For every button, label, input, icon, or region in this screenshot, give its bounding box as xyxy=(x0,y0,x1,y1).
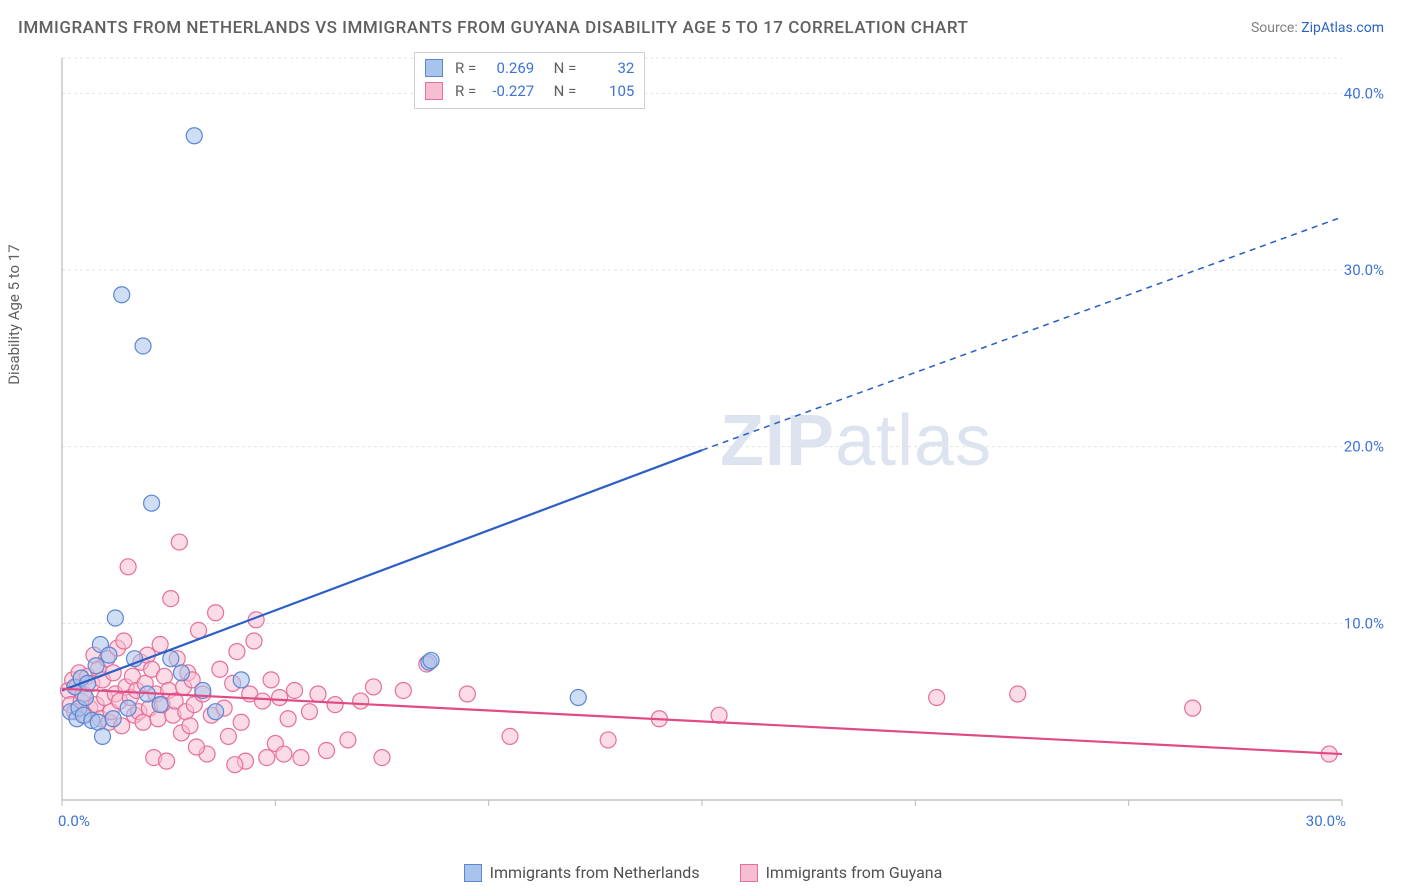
r-label: R = xyxy=(455,57,476,80)
y-axis-label: Disability Age 5 to 17 xyxy=(5,244,23,384)
swatch-guyana xyxy=(425,82,443,100)
svg-text:10.0%: 10.0% xyxy=(1344,614,1384,632)
scatter-plot: 10.0% 20.0% 30.0% 40.0% 0.0% 30.0% xyxy=(52,50,1390,830)
swatch-netherlands xyxy=(425,59,443,77)
stats-row-netherlands: R = 0.269 N = 32 xyxy=(425,57,634,80)
stats-row-guyana: R = -0.227 N = 105 xyxy=(425,80,634,103)
n-value-guyana: 105 xyxy=(584,80,634,103)
correlation-stats-box: R = 0.269 N = 32 R = -0.227 N = 105 xyxy=(414,52,645,109)
svg-text:0.0%: 0.0% xyxy=(58,812,90,830)
legend: Immigrants from Netherlands Immigrants f… xyxy=(0,863,1406,882)
svg-text:30.0%: 30.0% xyxy=(1344,261,1384,279)
svg-text:20.0%: 20.0% xyxy=(1344,438,1384,456)
plot-svg: 10.0% 20.0% 30.0% 40.0% 0.0% 30.0% xyxy=(52,50,1390,830)
legend-label-netherlands: Immigrants from Netherlands xyxy=(490,863,700,882)
legend-item-netherlands: Immigrants from Netherlands xyxy=(464,863,700,882)
r-value-netherlands: 0.269 xyxy=(484,57,534,80)
source-attribution: Source: ZipAtlas.com xyxy=(1251,20,1384,36)
legend-item-guyana: Immigrants from Guyana xyxy=(740,863,943,882)
chart-title: IMMIGRANTS FROM NETHERLANDS VS IMMIGRANT… xyxy=(18,18,968,38)
n-value-netherlands: 32 xyxy=(584,57,634,80)
n-label: N = xyxy=(546,80,576,103)
legend-swatch-netherlands xyxy=(464,864,482,882)
legend-swatch-guyana xyxy=(740,864,758,882)
svg-text:40.0%: 40.0% xyxy=(1344,84,1384,102)
n-label: N = xyxy=(546,57,576,80)
r-value-guyana: -0.227 xyxy=(484,80,534,103)
source-label: Source: xyxy=(1251,20,1301,36)
legend-label-guyana: Immigrants from Guyana xyxy=(766,863,943,882)
source-link[interactable]: ZipAtlas.com xyxy=(1301,20,1384,36)
r-label: R = xyxy=(455,80,476,103)
svg-text:30.0%: 30.0% xyxy=(1306,812,1346,830)
